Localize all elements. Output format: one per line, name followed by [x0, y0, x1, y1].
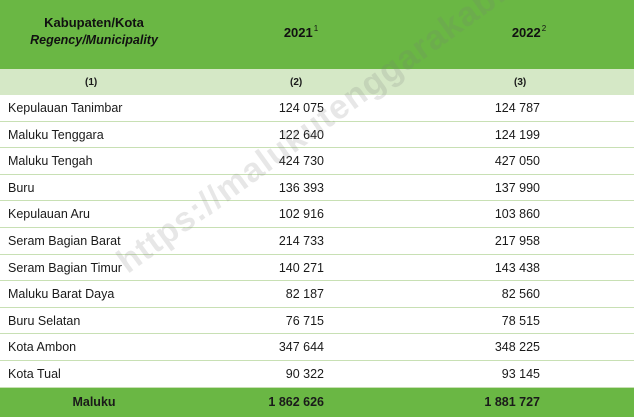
header-regency-label: Kabupaten/Kota	[44, 15, 144, 30]
table-header: Kabupaten/Kota Regency/Municipality 2021…	[0, 0, 634, 69]
header-2021-footnote: 1	[313, 24, 319, 33]
table-row: Seram Bagian Barat 214 733 217 958	[0, 228, 634, 255]
value-2021: 424 730	[278, 154, 324, 169]
table-row: Kepulauan Aru 102 916 103 860	[0, 201, 634, 228]
table-row: Buru 136 393 137 990	[0, 175, 634, 202]
regency-name: Buru Selatan	[8, 313, 81, 328]
value-2022: 137 990	[494, 180, 540, 195]
regency-name: Seram Bagian Timur	[8, 260, 122, 275]
value-2021: 347 644	[278, 340, 324, 355]
column-number-1: (1)	[85, 77, 98, 88]
regency-name: Maluku Tenggara	[8, 127, 104, 142]
table-row: Kepulauan Tanimbar 124 075 124 787	[0, 95, 634, 122]
total-2022: 1 881 727	[484, 395, 540, 409]
regency-name: Kepulauan Tanimbar	[8, 101, 123, 115]
value-2022: 348 225	[494, 340, 540, 355]
value-2021: 122 640	[278, 127, 324, 142]
column-number-2: (2)	[290, 77, 303, 88]
table-row: Maluku Tengah 424 730 427 050	[0, 148, 634, 175]
table-row: Maluku Tenggara 122 640 124 199	[0, 122, 634, 149]
total-label: Maluku	[72, 395, 116, 409]
header-2021-label: 2021	[283, 25, 313, 40]
value-2021: 76 715	[285, 313, 324, 328]
value-2022: 143 438	[494, 260, 540, 275]
value-2021: 214 733	[278, 233, 324, 248]
value-2021: 102 916	[278, 207, 324, 222]
column-number-3: (3)	[514, 77, 527, 88]
header-2022: 20222	[459, 24, 599, 40]
total-2021: 1 862 626	[268, 395, 324, 409]
header-2021: 20211	[236, 24, 366, 40]
regency-name: Maluku Tengah	[8, 154, 93, 169]
header-2022-footnote: 2	[541, 24, 547, 33]
value-2022: 124 787	[494, 101, 540, 115]
table-row: Kota Ambon 347 644 348 225	[0, 334, 634, 361]
table-row: Maluku Barat Daya 82 187 82 560	[0, 281, 634, 308]
regency-name: Seram Bagian Barat	[8, 233, 121, 248]
value-2022: 103 860	[494, 207, 540, 222]
total-row: Maluku 1 862 626 1 881 727	[0, 388, 634, 417]
table-row: Seram Bagian Timur 140 271 143 438	[0, 255, 634, 282]
regency-name: Kepulauan Aru	[8, 207, 91, 222]
value-2022: 78 515	[501, 313, 540, 328]
regency-name: Kota Ambon	[8, 340, 77, 355]
value-2022: 93 145	[501, 366, 540, 381]
value-2022: 427 050	[494, 154, 540, 169]
value-2022: 124 199	[494, 127, 540, 142]
regency-name: Maluku Barat Daya	[8, 287, 115, 302]
table-row: Kota Tual 90 322 93 145	[0, 361, 634, 388]
table-body: Kepulauan Tanimbar 124 075 124 787 Maluku …	[0, 95, 634, 388]
table-row: Buru Selatan 76 715 78 515	[0, 308, 634, 335]
value-2021: 82 187	[285, 287, 324, 302]
value-2022: 217 958	[494, 233, 540, 248]
value-2021: 136 393	[278, 180, 324, 195]
value-2022: 82 560	[501, 287, 540, 302]
header-regency-label-en: Regency/Municipality	[30, 33, 158, 47]
regency-name: Kota Tual	[8, 366, 61, 381]
regency-name: Buru	[8, 180, 35, 195]
header-2022-label: 2022	[511, 25, 541, 40]
value-2021: 140 271	[278, 260, 324, 275]
header-regency: Kabupaten/Kota Regency/Municipality	[0, 14, 188, 49]
column-number-row: (1) (2) (3)	[0, 69, 634, 95]
value-2021: 90 322	[285, 366, 324, 381]
value-2021: 124 075	[278, 101, 324, 115]
